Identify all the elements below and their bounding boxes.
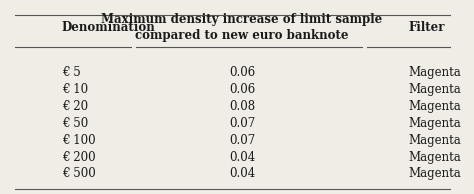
Text: € 200: € 200 <box>62 151 95 164</box>
Text: Denomination: Denomination <box>62 21 155 34</box>
Text: Magenta: Magenta <box>409 151 461 164</box>
Text: 0.08: 0.08 <box>229 100 255 113</box>
Text: 0.07: 0.07 <box>229 117 255 130</box>
Text: 0.04: 0.04 <box>229 151 255 164</box>
Text: € 5: € 5 <box>62 66 80 79</box>
Text: Maximum density increase of limit sample
compared to new euro banknote: Maximum density increase of limit sample… <box>101 13 383 42</box>
Text: 0.07: 0.07 <box>229 134 255 147</box>
Text: Magenta: Magenta <box>409 134 461 147</box>
Text: Magenta: Magenta <box>409 66 461 79</box>
Text: € 50: € 50 <box>62 117 88 130</box>
Text: 0.06: 0.06 <box>229 66 255 79</box>
Text: 0.06: 0.06 <box>229 83 255 96</box>
Text: Magenta: Magenta <box>409 117 461 130</box>
Text: Filter: Filter <box>409 21 445 34</box>
Text: € 500: € 500 <box>62 167 95 180</box>
Text: € 10: € 10 <box>62 83 88 96</box>
Text: 0.04: 0.04 <box>229 167 255 180</box>
Text: € 20: € 20 <box>62 100 88 113</box>
Text: Magenta: Magenta <box>409 100 461 113</box>
Text: Magenta: Magenta <box>409 167 461 180</box>
Text: Magenta: Magenta <box>409 83 461 96</box>
Text: € 100: € 100 <box>62 134 95 147</box>
